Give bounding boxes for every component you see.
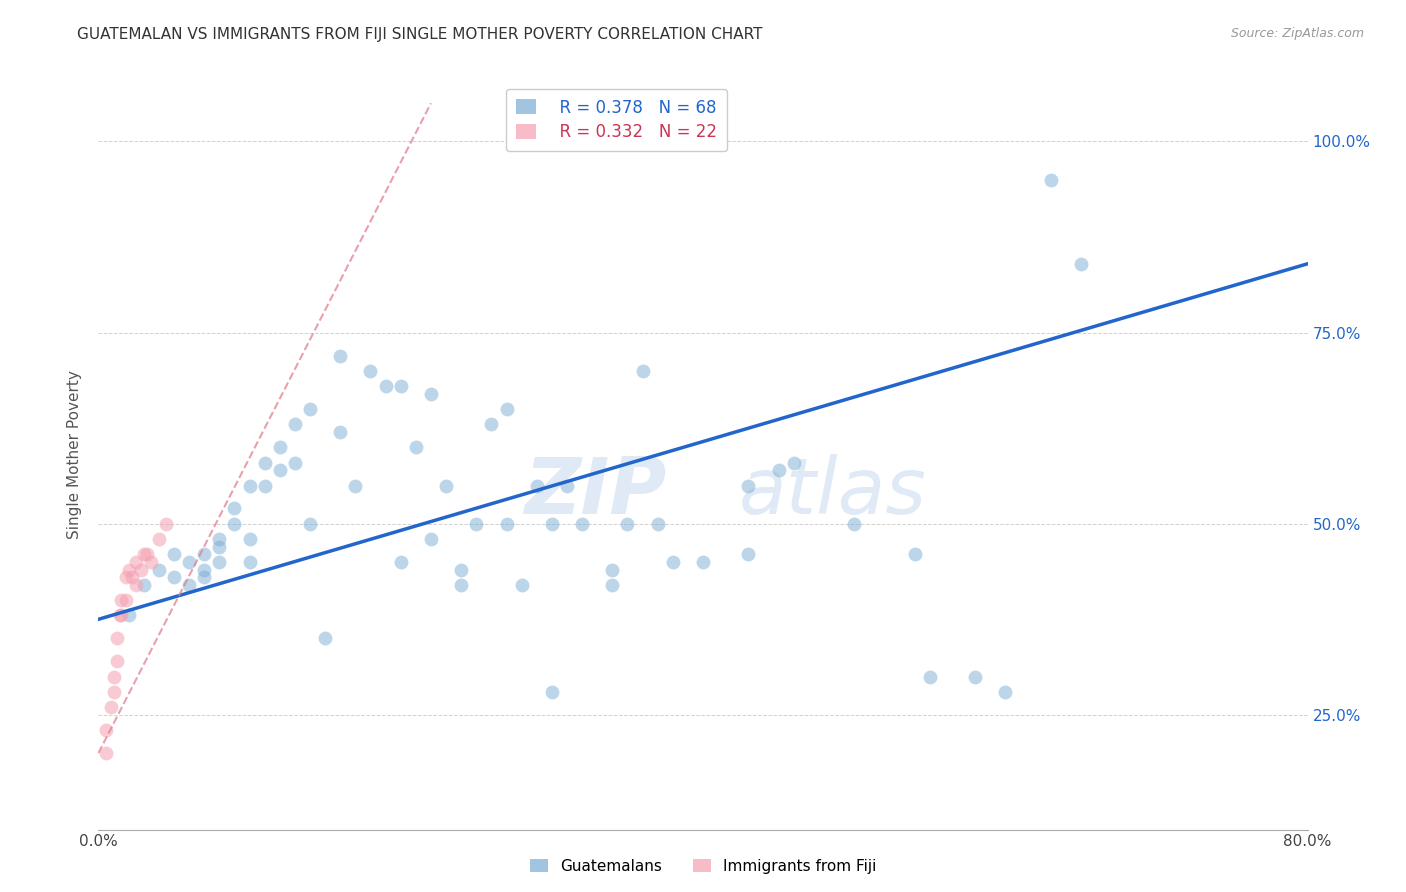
Point <box>163 570 186 584</box>
Point <box>450 563 472 577</box>
Legend: Guatemalans, Immigrants from Fiji: Guatemalans, Immigrants from Fiji <box>523 853 883 880</box>
Point <box>253 456 276 470</box>
Point <box>481 417 503 432</box>
Point <box>108 608 131 623</box>
Point <box>360 364 382 378</box>
Point <box>616 516 638 531</box>
Point <box>118 608 141 623</box>
Point <box>269 463 291 477</box>
Text: ZIP: ZIP <box>524 454 666 531</box>
Point <box>1039 172 1062 186</box>
Point <box>602 578 624 592</box>
Point <box>135 547 157 561</box>
Point <box>389 555 412 569</box>
Point <box>121 570 143 584</box>
Point <box>132 578 155 592</box>
Point <box>129 563 152 577</box>
Point <box>994 685 1017 699</box>
Point <box>329 349 352 363</box>
Point <box>94 723 117 738</box>
Point <box>965 670 987 684</box>
Point <box>118 563 141 577</box>
Point <box>844 516 866 531</box>
Point <box>420 532 443 546</box>
Point <box>125 555 148 569</box>
Point <box>526 478 548 492</box>
Point <box>647 516 669 531</box>
Point <box>434 478 457 492</box>
Point <box>571 516 593 531</box>
Point <box>450 578 472 592</box>
Point <box>495 516 517 531</box>
Point <box>105 632 128 646</box>
Point <box>918 670 941 684</box>
Point <box>465 516 488 531</box>
Point <box>103 670 125 684</box>
Point <box>100 700 122 714</box>
Point <box>94 746 117 760</box>
Point <box>148 563 170 577</box>
Point <box>737 478 759 492</box>
Point <box>405 440 427 454</box>
Point <box>208 532 231 546</box>
Point <box>555 478 578 492</box>
Point <box>284 417 307 432</box>
Point <box>314 632 336 646</box>
Text: GUATEMALAN VS IMMIGRANTS FROM FIJI SINGLE MOTHER POVERTY CORRELATION CHART: GUATEMALAN VS IMMIGRANTS FROM FIJI SINGL… <box>77 27 763 42</box>
Point <box>114 593 136 607</box>
Point <box>420 386 443 401</box>
Point <box>540 516 562 531</box>
Point <box>125 578 148 592</box>
Point <box>661 555 683 569</box>
Point <box>299 402 322 417</box>
Point <box>253 478 276 492</box>
Point <box>904 547 927 561</box>
Point <box>329 425 352 439</box>
Point <box>155 516 177 531</box>
Point <box>179 555 201 569</box>
Point <box>510 578 533 592</box>
Point <box>631 364 654 378</box>
Point <box>103 685 125 699</box>
Y-axis label: Single Mother Poverty: Single Mother Poverty <box>67 370 83 540</box>
Point <box>344 478 367 492</box>
Point <box>132 547 155 561</box>
Point <box>602 563 624 577</box>
Point <box>284 456 307 470</box>
Point <box>224 501 246 516</box>
Point <box>114 570 136 584</box>
Point <box>163 547 186 561</box>
Point <box>193 547 215 561</box>
Point <box>239 478 262 492</box>
Point <box>783 456 806 470</box>
Point <box>374 379 396 393</box>
Point <box>208 540 231 554</box>
Point <box>193 563 215 577</box>
Point <box>208 555 231 569</box>
Point <box>768 463 790 477</box>
Point <box>1070 257 1092 271</box>
Text: atlas: atlas <box>740 454 927 531</box>
Point <box>193 570 215 584</box>
Point <box>737 547 759 561</box>
Point <box>269 440 291 454</box>
Point <box>389 379 412 393</box>
Point <box>141 555 163 569</box>
Point <box>110 593 132 607</box>
Point <box>105 654 128 668</box>
Point <box>179 578 201 592</box>
Legend:   R = 0.378   N = 68,   R = 0.332   N = 22: R = 0.378 N = 68, R = 0.332 N = 22 <box>506 88 727 152</box>
Point <box>239 532 262 546</box>
Point <box>299 516 322 531</box>
Text: Source: ZipAtlas.com: Source: ZipAtlas.com <box>1230 27 1364 40</box>
Point <box>239 555 262 569</box>
Point <box>692 555 714 569</box>
Point <box>495 402 517 417</box>
Point <box>224 516 246 531</box>
Point <box>110 608 132 623</box>
Point <box>540 685 562 699</box>
Point <box>148 532 170 546</box>
